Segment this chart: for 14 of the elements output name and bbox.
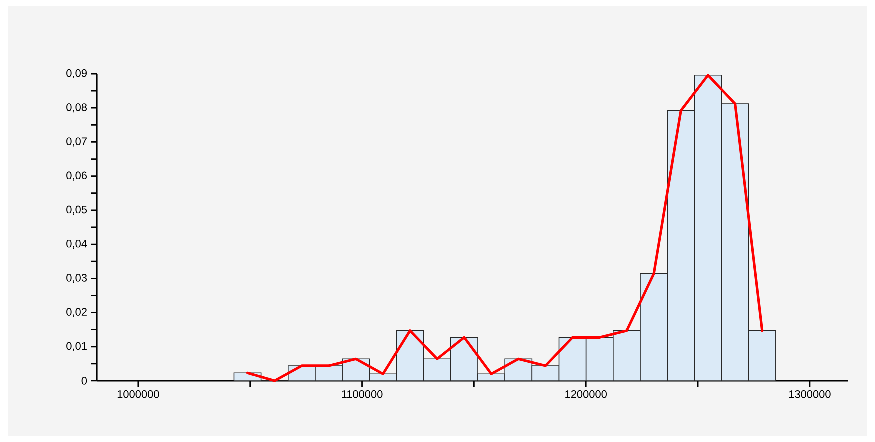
y-tick-label: 0,09: [66, 69, 87, 79]
y-tick-label: 0,08: [66, 104, 88, 113]
x-tick-label: 1300000: [789, 390, 831, 398]
x-tick-label: 1200000: [566, 390, 607, 398]
y-tick-label: 0,01: [66, 342, 87, 352]
x-tick-label: 1100000: [342, 390, 383, 398]
y-tick-label: 0,04: [66, 240, 88, 250]
y-tick-label: 0,03: [66, 274, 88, 284]
x-tick-label: 1000000: [118, 390, 160, 398]
y-tick-label: 0,06: [66, 172, 88, 181]
y-tick-label: 0,02: [66, 308, 87, 318]
y-tick-label: 0,05: [66, 206, 88, 215]
y-tick-label: 0: [82, 377, 88, 385]
y-tick-label: 0,07: [66, 138, 87, 147]
